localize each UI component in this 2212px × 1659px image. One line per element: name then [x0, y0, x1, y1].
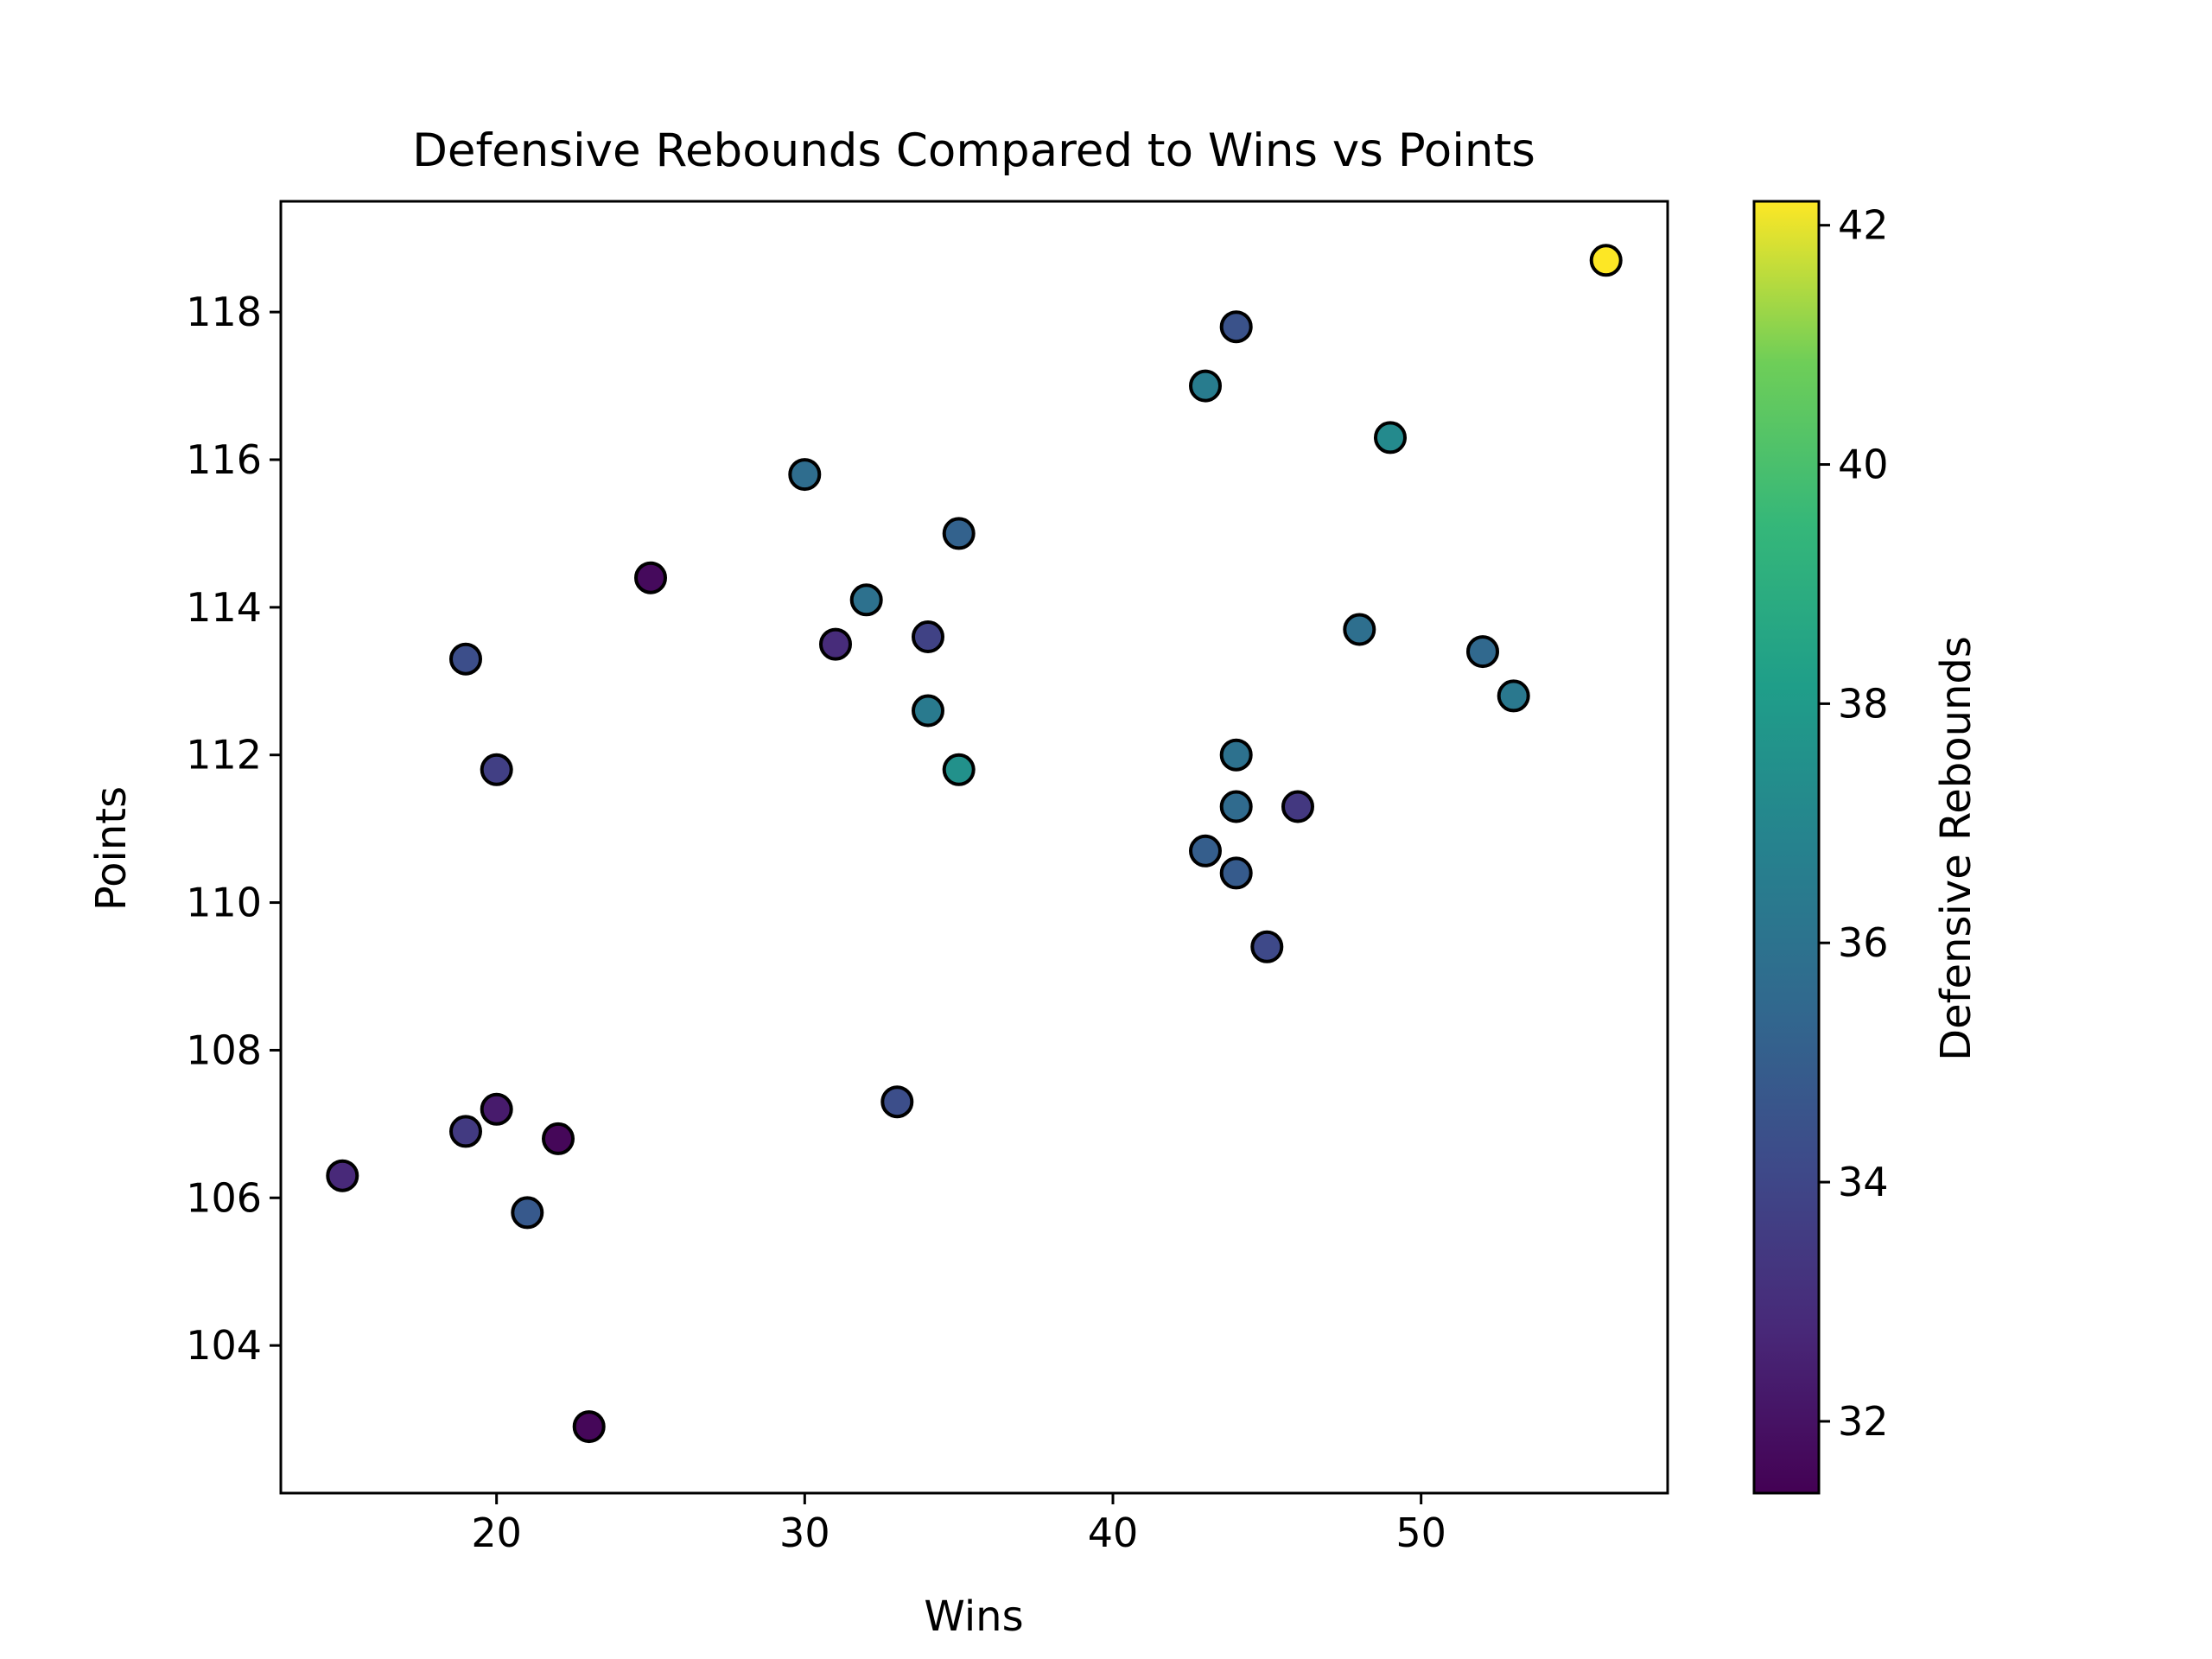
data-point [912, 694, 944, 728]
data-point [788, 458, 822, 492]
y-axis-ticks: 104 106 108 110 112 114 116 118 [186, 289, 281, 1369]
data-point [819, 627, 852, 661]
data-point [542, 1122, 575, 1155]
y-tick-label: 116 [186, 436, 262, 483]
y-tick-label: 118 [186, 289, 262, 335]
chart-title: Defensive Rebounds Compared to Wins vs P… [412, 124, 1535, 177]
data-point [511, 1196, 544, 1230]
colorbar-tick-label: 40 [1838, 442, 1889, 488]
x-tick-label: 50 [1395, 1510, 1446, 1556]
data-point [1343, 613, 1376, 646]
data-point [480, 1092, 513, 1126]
data-point [1250, 930, 1284, 963]
colorbar-tick-label: 42 [1838, 202, 1889, 249]
data-point [942, 517, 976, 550]
y-tick-label: 104 [186, 1322, 262, 1369]
data-point [1497, 679, 1530, 713]
data-point [880, 1085, 914, 1119]
y-axis-label: Points [87, 786, 136, 911]
plot-frame [279, 200, 1669, 1495]
data-point [449, 642, 482, 676]
data-point [942, 753, 976, 786]
y-tick-label: 106 [186, 1174, 262, 1221]
data-point [1466, 635, 1499, 669]
data-point [1374, 421, 1407, 454]
data-point [1219, 856, 1253, 890]
x-tick-label: 40 [1088, 1510, 1139, 1556]
y-tick-label: 110 [186, 880, 262, 926]
data-point [449, 1115, 482, 1148]
x-tick-label: 20 [471, 1510, 522, 1556]
data-point [1219, 790, 1253, 823]
colorbar-tick-label: 34 [1838, 1159, 1889, 1205]
data-point [849, 583, 883, 617]
data-point [326, 1159, 359, 1192]
x-axis-label: Wins [924, 1592, 1023, 1641]
data-point [1219, 738, 1253, 772]
data-point [1281, 790, 1314, 823]
data-point [1219, 310, 1253, 344]
data-point [634, 561, 667, 594]
data-point [1589, 244, 1623, 277]
y-tick-label: 112 [186, 732, 262, 779]
y-tick-label: 108 [186, 1027, 262, 1073]
data-point [1189, 369, 1222, 403]
points-layer [326, 244, 1623, 1444]
x-tick-label: 30 [779, 1510, 830, 1556]
colorbar [1752, 200, 1821, 1495]
data-point [480, 753, 513, 786]
x-axis-ticks: 20 30 40 50 [471, 1493, 1446, 1556]
y-tick-label: 114 [186, 584, 262, 631]
colorbar-tick-label: 38 [1838, 680, 1889, 727]
data-point [572, 1410, 606, 1444]
colorbar-ticks: 32 34 36 38 40 42 [1819, 202, 1889, 1445]
colorbar-tick-label: 36 [1838, 919, 1889, 966]
colorbar-label: Defensive Rebounds [1932, 636, 1980, 1061]
data-point [912, 620, 944, 653]
data-point [1189, 834, 1222, 868]
colorbar-tick-label: 32 [1838, 1398, 1889, 1445]
